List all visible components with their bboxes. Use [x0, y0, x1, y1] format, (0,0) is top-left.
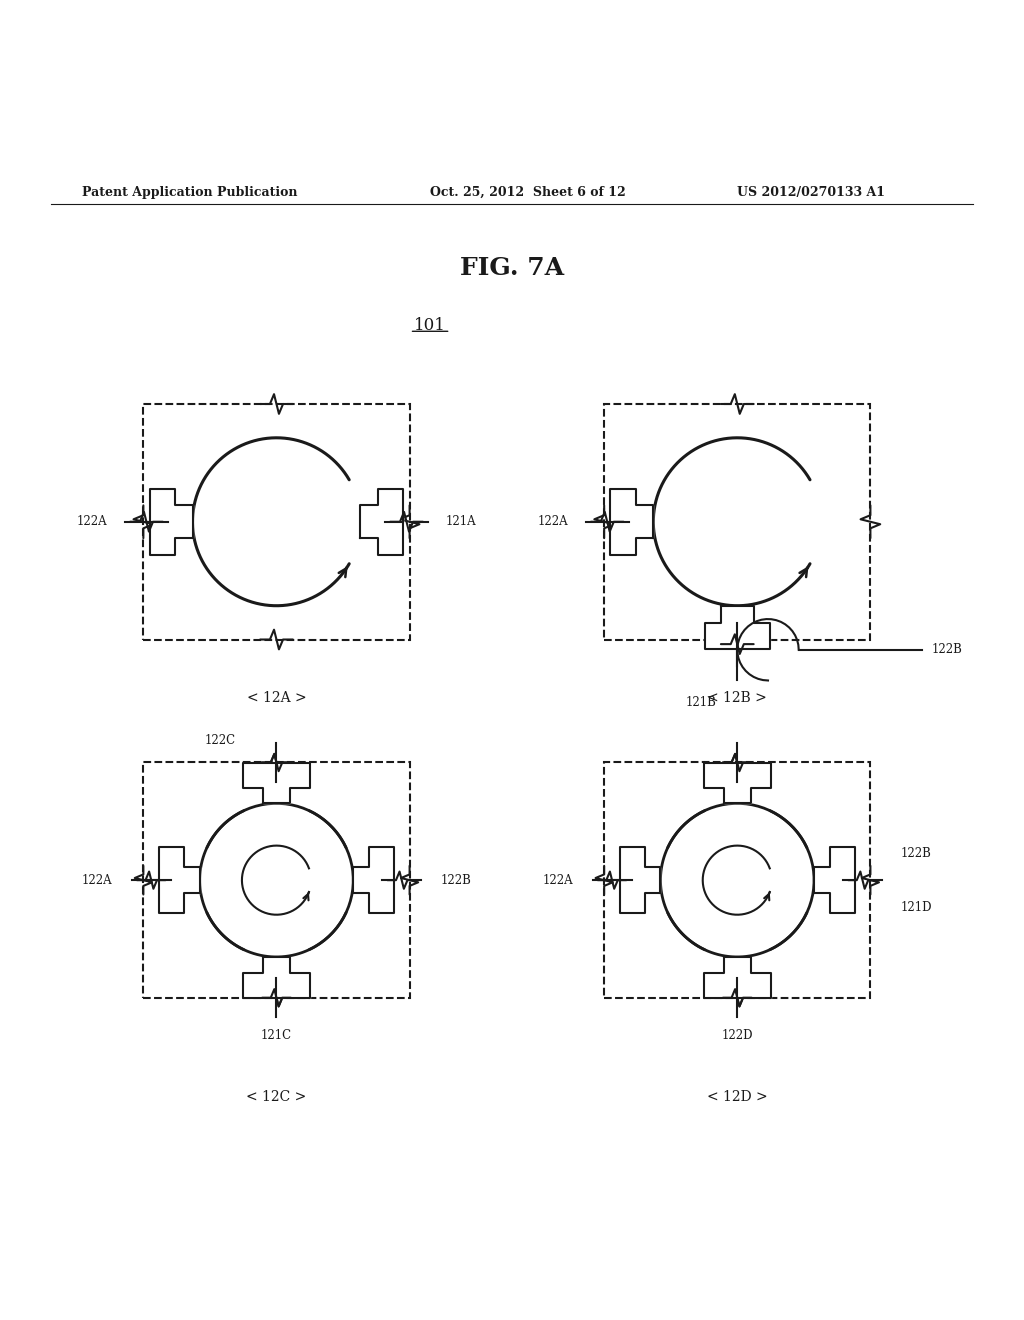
Text: FIG. 7A: FIG. 7A	[460, 256, 564, 280]
Polygon shape	[353, 847, 394, 913]
Polygon shape	[610, 488, 653, 554]
Text: 121B: 121B	[686, 696, 717, 709]
Bar	[604, 404, 870, 639]
Bar	[143, 763, 410, 998]
Text: 121C: 121C	[261, 1028, 292, 1041]
Text: < 12B >: < 12B >	[708, 690, 767, 705]
Text: 121A: 121A	[445, 515, 476, 528]
Text: 122A: 122A	[82, 874, 113, 887]
Text: 101: 101	[414, 317, 446, 334]
Polygon shape	[244, 957, 309, 998]
Polygon shape	[620, 847, 660, 913]
Text: 122B: 122B	[901, 846, 932, 859]
Polygon shape	[705, 606, 770, 648]
Text: Patent Application Publication: Patent Application Publication	[82, 186, 297, 199]
Polygon shape	[244, 763, 309, 804]
Polygon shape	[150, 488, 193, 554]
Text: 122B: 122B	[440, 874, 471, 887]
Text: < 12D >: < 12D >	[707, 1090, 768, 1104]
Bar	[604, 763, 870, 998]
Polygon shape	[705, 763, 770, 804]
Text: Oct. 25, 2012  Sheet 6 of 12: Oct. 25, 2012 Sheet 6 of 12	[430, 186, 626, 199]
Text: 122A: 122A	[77, 515, 108, 528]
Polygon shape	[705, 957, 770, 998]
Text: 122C: 122C	[205, 734, 236, 747]
Text: 122D: 122D	[722, 1028, 753, 1041]
Text: 122A: 122A	[538, 515, 568, 528]
Text: < 12A >: < 12A >	[247, 690, 306, 705]
Polygon shape	[159, 847, 200, 913]
Polygon shape	[360, 488, 403, 554]
Polygon shape	[814, 847, 855, 913]
Text: 121D: 121D	[901, 900, 933, 913]
Text: US 2012/0270133 A1: US 2012/0270133 A1	[737, 186, 886, 199]
Text: < 12C >: < 12C >	[247, 1090, 306, 1104]
Text: 122B: 122B	[932, 643, 963, 656]
Text: 122A: 122A	[543, 874, 573, 887]
